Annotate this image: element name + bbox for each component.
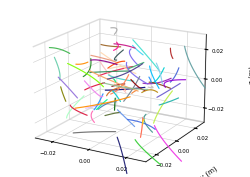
Y-axis label: y (m): y (m) bbox=[199, 165, 218, 177]
